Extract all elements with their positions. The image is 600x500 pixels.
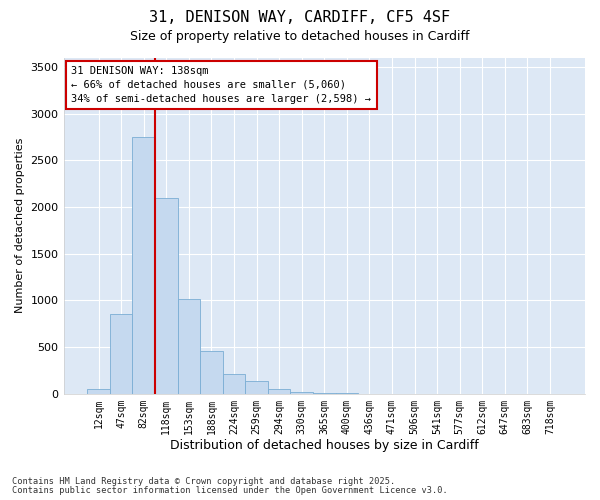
Text: Size of property relative to detached houses in Cardiff: Size of property relative to detached ho… — [130, 30, 470, 43]
Bar — [133, 137, 155, 394]
Y-axis label: Number of detached properties: Number of detached properties — [15, 138, 25, 314]
Bar — [290, 392, 313, 394]
Bar — [200, 351, 223, 394]
Bar — [87, 388, 110, 394]
Bar — [313, 393, 335, 394]
Bar — [110, 314, 133, 394]
X-axis label: Distribution of detached houses by size in Cardiff: Distribution of detached houses by size … — [170, 440, 479, 452]
Bar — [155, 198, 178, 394]
Bar — [178, 298, 200, 394]
Text: Contains HM Land Registry data © Crown copyright and database right 2025.: Contains HM Land Registry data © Crown c… — [12, 477, 395, 486]
Bar — [223, 374, 245, 394]
Text: Contains public sector information licensed under the Open Government Licence v3: Contains public sector information licen… — [12, 486, 448, 495]
Bar — [245, 381, 268, 394]
Bar — [268, 389, 290, 394]
Text: 31, DENISON WAY, CARDIFF, CF5 4SF: 31, DENISON WAY, CARDIFF, CF5 4SF — [149, 10, 451, 25]
Text: 31 DENISON WAY: 138sqm
← 66% of detached houses are smaller (5,060)
34% of semi-: 31 DENISON WAY: 138sqm ← 66% of detached… — [71, 66, 371, 104]
